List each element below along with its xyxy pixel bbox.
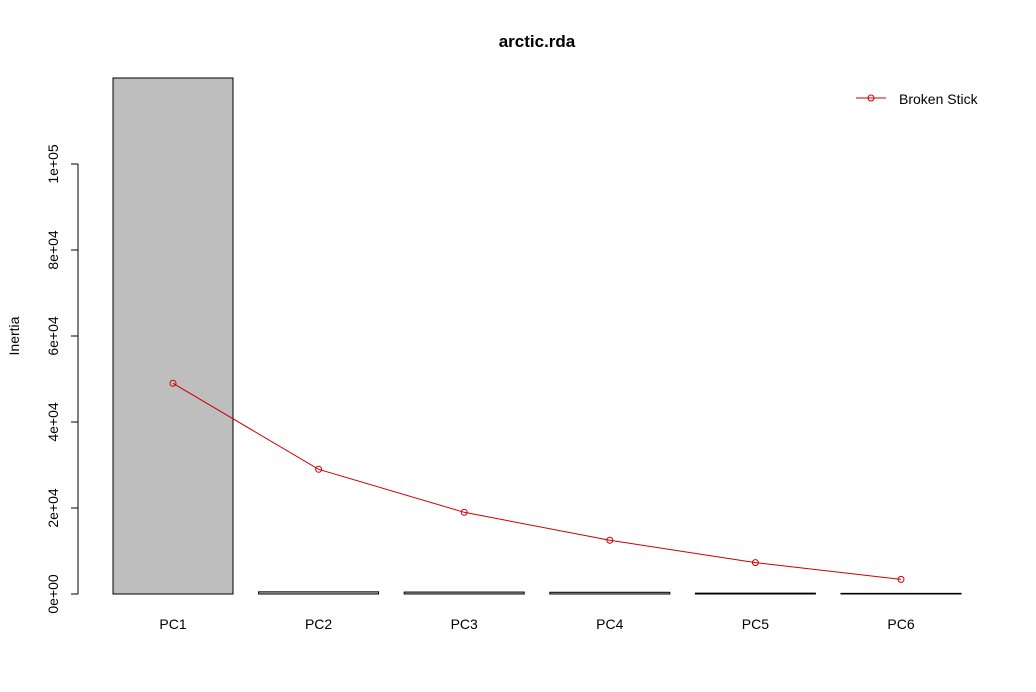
broken-stick-point-pc4: [606, 536, 614, 544]
chart-title: arctic.rda: [499, 32, 576, 51]
y-tick-label: 8e+04: [45, 230, 61, 270]
broken-stick-point-pc5: [751, 559, 759, 567]
broken-stick-line: [172, 382, 902, 580]
y-tick-label: 0e+00: [45, 574, 61, 614]
bars-group: [112, 77, 962, 595]
x-tick-label-pc6: PC6: [887, 616, 914, 632]
x-tick-label-pc4: PC4: [596, 616, 623, 632]
y-tick-label: 6e+04: [45, 316, 61, 356]
bar-pc6: [840, 592, 962, 595]
y-axis-label: Inertia: [6, 316, 22, 355]
broken-stick-point-pc1: [169, 379, 177, 387]
y-tick-label: 4e+04: [45, 402, 61, 442]
bar-pc1: [112, 77, 234, 595]
bar-pc2: [258, 591, 380, 595]
y-tick-label: 1e+05: [45, 144, 61, 184]
x-tick-label-pc3: PC3: [451, 616, 478, 632]
y-axis: 0e+00 2e+04 4e+04 6e+04 8e+04 1e+05: [45, 144, 79, 614]
bar-pc4: [549, 591, 671, 595]
bar-pc3: [403, 591, 525, 595]
broken-stick-point-pc3: [460, 508, 468, 516]
x-tick-label-pc5: PC5: [742, 616, 769, 632]
legend-label-broken-stick: Broken Stick: [899, 91, 979, 107]
legend-point-swatch: [867, 94, 875, 102]
legend: Broken Stick: [856, 91, 979, 107]
broken-stick-series: [169, 379, 905, 583]
x-tick-label-pc1: PC1: [159, 616, 186, 632]
x-tick-label-pc2: PC2: [305, 616, 332, 632]
bar-pc5: [694, 592, 816, 595]
x-axis-labels: PC1 PC2 PC3 PC4 PC5 PC6: [159, 616, 914, 632]
broken-stick-point-pc6: [897, 575, 905, 583]
y-tick-label: 2e+04: [45, 488, 61, 528]
broken-stick-point-pc2: [315, 465, 323, 473]
